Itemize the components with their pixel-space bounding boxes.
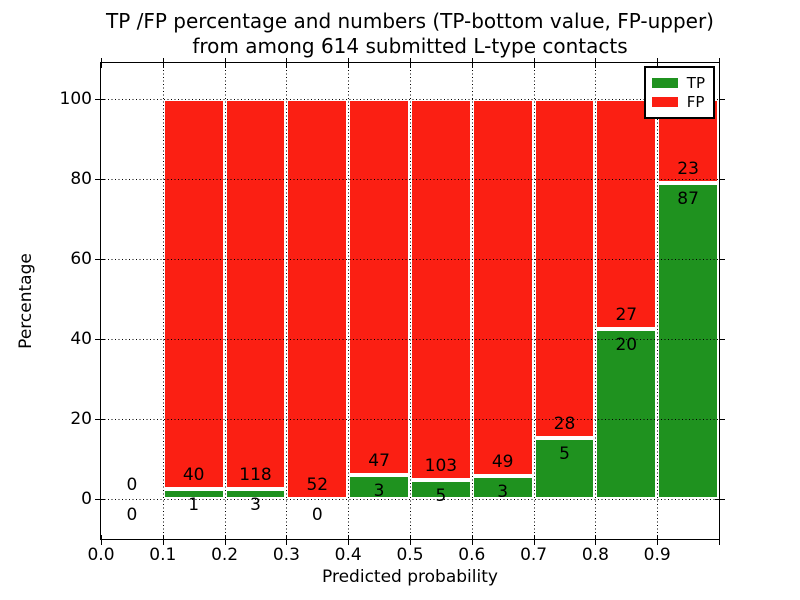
y-tick-label: 100 <box>59 89 92 109</box>
fp-count-label: 52 <box>306 475 329 495</box>
y-tick-mark-right <box>715 499 725 500</box>
y-tick-mark <box>95 339 105 340</box>
x-tick-mark-top <box>719 58 720 68</box>
tp-count-label: 1 <box>188 495 200 516</box>
x-tick-mark <box>471 535 473 545</box>
chart-title-line1: TP /FP percentage and numbers (TP-bottom… <box>106 9 714 33</box>
legend-item-tp: TP <box>651 74 705 92</box>
y-tick-mark-right <box>715 259 725 260</box>
fp-count-label: 0 <box>126 475 138 495</box>
fp-count-label: 47 <box>368 451 390 471</box>
tp-count-label: 0 <box>311 505 323 525</box>
tp-count-label: 3 <box>497 481 509 502</box>
y-axis-label: Percentage <box>16 253 36 349</box>
bar-segment-fp <box>410 99 472 481</box>
x-tick-label: 0.0 <box>87 545 115 565</box>
x-tick-label: 0.4 <box>334 545 362 565</box>
vertical-gridline <box>224 63 226 539</box>
tp-count-label: 3 <box>250 495 261 516</box>
fp-count-label: 28 <box>553 414 576 435</box>
y-tick-mark-right <box>715 339 725 340</box>
x-tick-label: 0.5 <box>396 545 424 565</box>
y-tick-label: 60 <box>70 249 92 269</box>
plot-area: 0 0 40 1 118 3 52 0 47 3 103 5 49 3 28 5 27 20 23 87 TP FP <box>100 62 720 540</box>
fp-count-label: 103 <box>424 456 458 477</box>
legend-label-tp: TP <box>686 74 705 92</box>
fp-count-label: 40 <box>182 465 205 486</box>
y-tick-mark <box>95 99 105 100</box>
x-tick-label: 0.2 <box>211 545 239 565</box>
vertical-gridline <box>533 63 535 539</box>
y-tick-label: 0 <box>81 489 92 509</box>
y-tick-mark-right <box>715 99 725 100</box>
y-tick-mark <box>95 179 105 180</box>
vertical-gridline <box>471 63 473 539</box>
legend-swatch-tp <box>651 78 678 88</box>
fp-count-label: 23 <box>677 158 699 179</box>
x-tick-mark <box>719 535 720 545</box>
x-tick-mark <box>224 535 226 545</box>
bar-segment-fp <box>162 99 225 490</box>
vertical-gridline <box>162 63 164 539</box>
x-tick-mark <box>533 535 535 545</box>
fp-count-label: 27 <box>615 304 638 325</box>
y-tick-label: 20 <box>70 409 92 429</box>
x-tick-label: 0.8 <box>581 545 609 565</box>
legend-swatch-fp <box>651 97 678 107</box>
x-tick-mark <box>410 535 411 545</box>
x-tick-mark <box>657 535 659 545</box>
bar-segment-tp <box>533 438 596 499</box>
x-tick-mark <box>101 535 102 545</box>
fp-count-label: 49 <box>491 451 514 472</box>
bar-segment-fp <box>224 99 287 490</box>
y-tick-label: 40 <box>70 329 92 349</box>
chart-title-line2: from among 614 submitted L-type contacts <box>192 34 628 58</box>
y-tick-mark <box>95 419 105 420</box>
x-tick-mark <box>348 535 350 545</box>
bar-segment-fp <box>595 99 658 329</box>
vertical-gridline <box>286 63 288 539</box>
vertical-gridline <box>410 63 411 539</box>
x-tick-mark-top <box>101 58 102 68</box>
bar-segment-fp <box>348 99 410 475</box>
legend-item-fp: FP <box>651 93 705 111</box>
vertical-gridline <box>657 63 659 539</box>
tp-count-label: 87 <box>677 188 699 209</box>
legend: TP FP <box>643 66 715 119</box>
fp-count-label: 118 <box>239 465 272 486</box>
x-tick-mark <box>162 535 164 545</box>
y-tick-mark-right <box>715 179 725 180</box>
bar-segment-fp <box>286 99 349 499</box>
x-tick-mark <box>595 535 597 545</box>
y-tick-mark-right <box>715 419 725 420</box>
bar-segment-tp <box>348 475 410 499</box>
tp-count-label: 3 <box>373 481 385 501</box>
y-tick-mark <box>95 499 105 500</box>
legend-label-fp: FP <box>686 93 705 111</box>
tp-count-label: 5 <box>435 486 447 507</box>
y-tick-mark <box>95 259 105 260</box>
x-tick-label: 0.6 <box>458 545 486 565</box>
x-tick-label: 0.9 <box>643 545 671 565</box>
vertical-gridline <box>595 63 597 539</box>
tp-count-label: 5 <box>559 444 570 465</box>
x-tick-label: 0.7 <box>520 545 548 565</box>
x-tick-label: 0.1 <box>149 545 177 565</box>
tp-count-label: 0 <box>126 505 138 525</box>
x-tick-mark <box>286 535 288 545</box>
bar-segment-tp <box>657 182 719 499</box>
bar-segment-fp <box>533 99 596 439</box>
tp-count-label: 20 <box>615 334 638 355</box>
x-tick-label: 0.3 <box>272 545 300 565</box>
x-axis-label: Predicted probability <box>322 567 498 587</box>
y-tick-label: 80 <box>70 169 92 189</box>
bar-segment-tp <box>595 328 658 499</box>
vertical-gridline <box>348 63 350 539</box>
